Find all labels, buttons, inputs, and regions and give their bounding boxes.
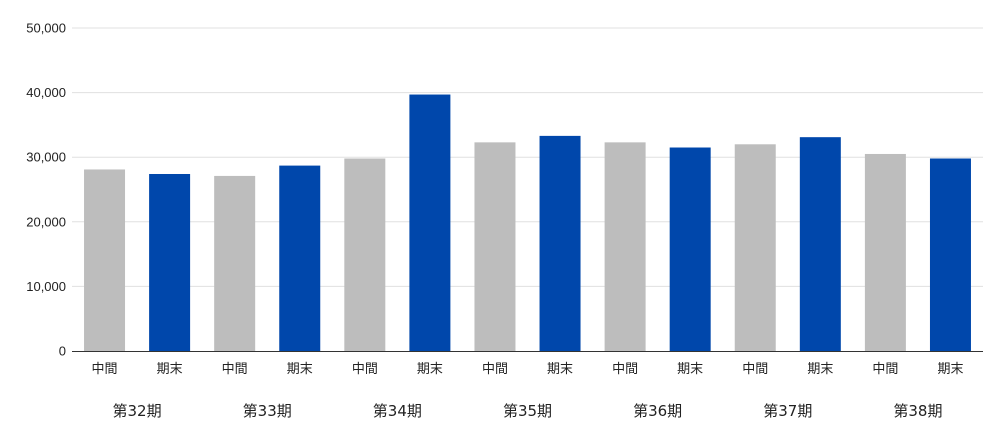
- bar: [604, 142, 646, 351]
- x-category-label: 中間: [222, 362, 248, 377]
- x-category-label: 中間: [352, 362, 378, 377]
- y-tick-label: 30,000: [26, 150, 66, 165]
- bar: [149, 173, 191, 351]
- bar: [474, 142, 516, 351]
- y-tick-label: 40,000: [26, 85, 66, 100]
- x-category-label: 中間: [612, 362, 638, 377]
- x-category-label: 中間: [92, 362, 118, 377]
- y-tick-label: 0: [59, 344, 66, 359]
- y-tick-label: 20,000: [26, 214, 66, 229]
- bar: [279, 165, 321, 351]
- bar: [344, 158, 386, 351]
- y-tick-label: 50,000: [26, 21, 66, 36]
- bar: [409, 94, 451, 352]
- x-group-label: 第37期: [763, 402, 812, 420]
- bar: [539, 135, 581, 351]
- x-group-label: 第35期: [503, 402, 552, 420]
- x-group-label: 第34期: [373, 402, 422, 420]
- x-category-label: 期末: [417, 362, 443, 377]
- y-tick-label: 10,000: [26, 279, 66, 294]
- x-category-label: 期末: [807, 362, 833, 377]
- x-group-label: 第32期: [113, 402, 162, 420]
- x-category-label: 期末: [547, 362, 573, 377]
- x-category-label: 期末: [287, 362, 313, 377]
- bar: [734, 144, 776, 351]
- x-category-label: 中間: [482, 362, 508, 377]
- bar: [669, 147, 711, 351]
- bars: [84, 94, 971, 352]
- x-group-label: 第36期: [633, 402, 682, 420]
- x-axis-group-labels: 第32期 第33期 第34期 第35期 第36期 第37期 第38期: [113, 402, 943, 420]
- bar: [799, 137, 841, 351]
- bar: [84, 169, 126, 351]
- x-group-label: 第38期: [893, 402, 942, 420]
- x-category-label: 期末: [937, 362, 963, 377]
- x-axis-category-labels: 中間 期末 中間 期末 中間 期末 中間 期末 中間 期末 中間 期末 中間 期末: [92, 362, 964, 377]
- bar: [929, 158, 971, 351]
- bar: [864, 153, 906, 351]
- x-category-label: 期末: [677, 362, 703, 377]
- x-category-label: 中間: [742, 362, 768, 377]
- gridlines: [72, 27, 983, 287]
- x-category-label: 期末: [157, 362, 183, 377]
- y-axis-tick-labels: 0 10,000 20,000 30,000 40,000 50,000: [26, 21, 66, 359]
- x-category-label: 中間: [872, 362, 898, 377]
- x-group-label: 第33期: [243, 402, 292, 420]
- bar: [214, 175, 256, 351]
